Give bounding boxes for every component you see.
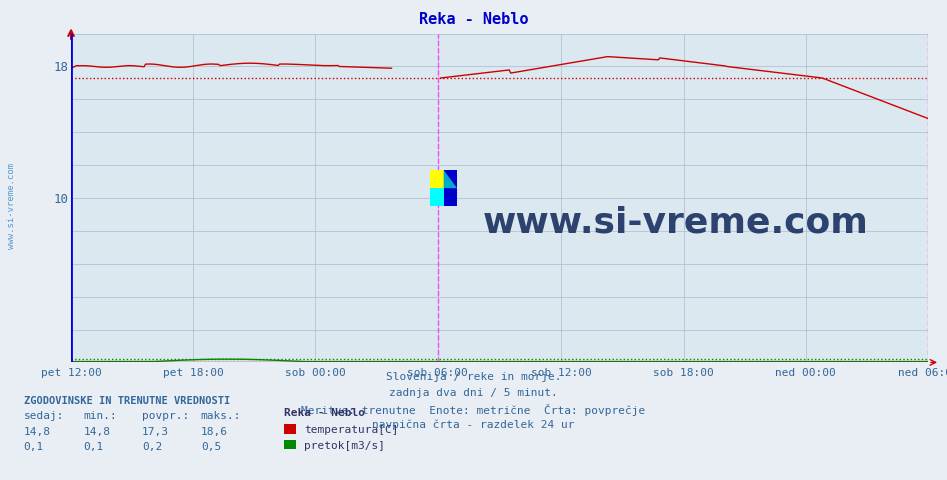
Text: www.si-vreme.com: www.si-vreme.com <box>482 205 868 240</box>
Polygon shape <box>443 170 457 188</box>
Text: 14,8: 14,8 <box>83 427 111 437</box>
Text: 14,8: 14,8 <box>24 427 51 437</box>
Text: 0,2: 0,2 <box>142 442 162 452</box>
Text: www.si-vreme.com: www.si-vreme.com <box>7 163 16 250</box>
Text: 0,1: 0,1 <box>83 442 103 452</box>
Text: Reka - Neblo: Reka - Neblo <box>419 12 528 27</box>
Bar <box>430 188 443 206</box>
Bar <box>443 170 457 206</box>
Text: Slovenija / reke in morje.: Slovenija / reke in morje. <box>385 372 562 382</box>
Text: 18,6: 18,6 <box>201 427 228 437</box>
Text: 0,1: 0,1 <box>24 442 44 452</box>
Text: navpična črta - razdelek 24 ur: navpična črta - razdelek 24 ur <box>372 420 575 430</box>
Text: 17,3: 17,3 <box>142 427 170 437</box>
Text: ZGODOVINSKE IN TRENUTNE VREDNOSTI: ZGODOVINSKE IN TRENUTNE VREDNOSTI <box>24 396 230 406</box>
Text: zadnja dva dni / 5 minut.: zadnja dva dni / 5 minut. <box>389 388 558 398</box>
Text: pretok[m3/s]: pretok[m3/s] <box>304 441 385 451</box>
Text: Meritve: trenutne  Enote: metrične  Črta: povprečje: Meritve: trenutne Enote: metrične Črta: … <box>301 404 646 416</box>
Text: Reka - Neblo: Reka - Neblo <box>284 408 366 418</box>
Text: temperatura[C]: temperatura[C] <box>304 425 399 435</box>
Text: 0,5: 0,5 <box>201 442 221 452</box>
Bar <box>430 170 443 188</box>
Text: sedaj:: sedaj: <box>24 411 64 421</box>
Text: maks.:: maks.: <box>201 411 241 421</box>
Text: min.:: min.: <box>83 411 117 421</box>
Text: povpr.:: povpr.: <box>142 411 189 421</box>
